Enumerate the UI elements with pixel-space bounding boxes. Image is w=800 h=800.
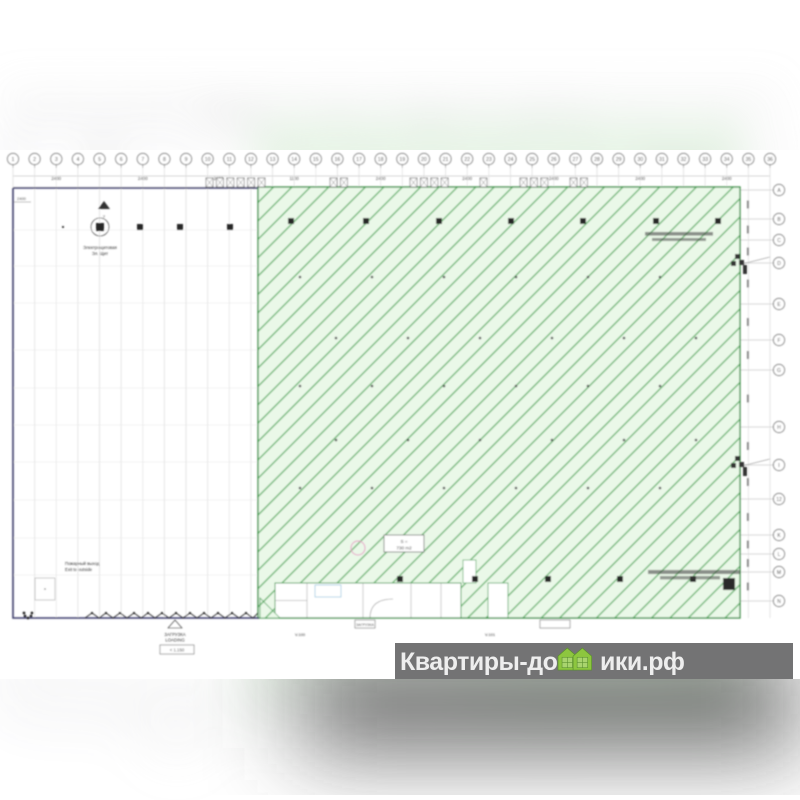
svg-text:ики.рф: ики.рф [600,648,684,676]
svg-text:Квартиры-до: Квартиры-до [400,648,558,676]
